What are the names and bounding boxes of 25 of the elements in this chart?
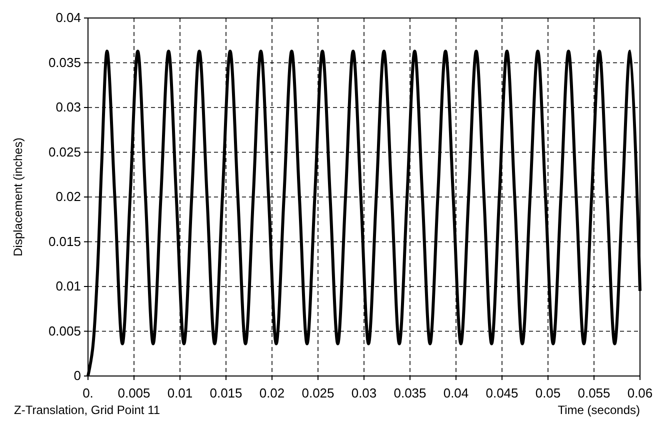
x-tick-label: 0.01 bbox=[167, 385, 193, 400]
y-tick-label: 0.025 bbox=[48, 144, 81, 160]
x-tick-label: 0.03 bbox=[351, 385, 377, 400]
x-tick-label: 0.025 bbox=[302, 385, 334, 400]
y-axis-title: Displacement (inches) bbox=[11, 138, 25, 256]
x-tick-label: 0.06 bbox=[627, 385, 653, 400]
x-axis-title: Time (seconds) bbox=[558, 403, 640, 417]
x-tick-label: 0.005 bbox=[118, 385, 150, 400]
x-tick-label: 0.045 bbox=[486, 385, 518, 400]
x-tick-label: 0.015 bbox=[210, 385, 242, 400]
x-tick-label: 0.05 bbox=[535, 385, 561, 400]
y-tick-label: 0.01 bbox=[56, 278, 81, 294]
y-tick-label: 0.035 bbox=[48, 54, 81, 70]
x-tick-label: 0.055 bbox=[578, 385, 610, 400]
x-tick-label: 0. bbox=[82, 385, 94, 400]
y-tick-label: 0.04 bbox=[56, 10, 81, 26]
y-tick-label: 0.02 bbox=[56, 189, 81, 204]
y-tick-label: 0.03 bbox=[56, 100, 81, 115]
x-tick-label: 0.04 bbox=[443, 385, 469, 400]
text: Z-Translation, Grid Point 11 bbox=[14, 403, 160, 417]
y-tick-label: 0.015 bbox=[48, 234, 81, 249]
x-tick-label: 0.02 bbox=[259, 385, 285, 400]
x-tick-label: 0.035 bbox=[394, 385, 426, 400]
y-tick-label: 0.005 bbox=[48, 323, 81, 338]
y-tick-label: 0 bbox=[74, 368, 81, 384]
